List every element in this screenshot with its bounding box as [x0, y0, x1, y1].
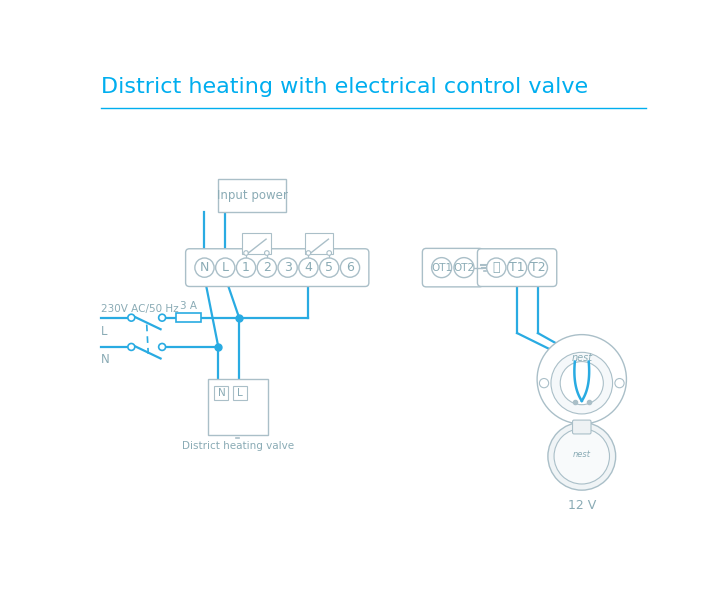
Text: L: L — [222, 261, 229, 274]
FancyBboxPatch shape — [186, 249, 369, 286]
Circle shape — [306, 251, 311, 255]
FancyBboxPatch shape — [572, 420, 591, 434]
Text: District heating valve: District heating valve — [182, 441, 294, 451]
Circle shape — [264, 251, 269, 255]
Text: 3: 3 — [284, 261, 292, 274]
FancyBboxPatch shape — [208, 380, 269, 435]
FancyBboxPatch shape — [176, 313, 201, 323]
Text: T2: T2 — [530, 261, 546, 274]
Circle shape — [298, 258, 318, 277]
Text: 230V AC/50 Hz: 230V AC/50 Hz — [100, 304, 178, 314]
Circle shape — [615, 378, 624, 388]
Text: District heating with electrical control valve: District heating with electrical control… — [100, 77, 587, 97]
Text: N: N — [199, 261, 209, 274]
Circle shape — [244, 251, 248, 255]
Circle shape — [327, 251, 331, 255]
Text: L: L — [237, 388, 242, 398]
FancyBboxPatch shape — [304, 233, 333, 254]
Text: N: N — [100, 353, 109, 366]
Circle shape — [128, 314, 135, 321]
Circle shape — [257, 258, 277, 277]
Circle shape — [548, 422, 616, 490]
Circle shape — [341, 258, 360, 277]
Text: N: N — [218, 388, 225, 398]
FancyBboxPatch shape — [242, 233, 271, 254]
Circle shape — [128, 343, 135, 350]
Circle shape — [487, 258, 506, 277]
Text: nest: nest — [573, 450, 590, 459]
Circle shape — [551, 352, 612, 414]
Text: 2: 2 — [263, 261, 271, 274]
Text: OT2: OT2 — [454, 263, 475, 273]
Circle shape — [432, 258, 451, 277]
Circle shape — [195, 258, 214, 277]
Text: OT1: OT1 — [431, 263, 452, 273]
Circle shape — [237, 258, 256, 277]
Circle shape — [529, 258, 547, 277]
Text: 12 V: 12 V — [568, 500, 596, 513]
Text: 1: 1 — [242, 261, 250, 274]
Circle shape — [278, 258, 297, 277]
Circle shape — [454, 258, 474, 277]
FancyBboxPatch shape — [233, 386, 247, 400]
Circle shape — [159, 314, 165, 321]
Circle shape — [539, 378, 549, 388]
FancyBboxPatch shape — [478, 249, 557, 286]
FancyBboxPatch shape — [218, 179, 286, 212]
Circle shape — [320, 258, 339, 277]
Text: 3 A: 3 A — [180, 301, 197, 311]
Circle shape — [215, 258, 235, 277]
Circle shape — [159, 343, 165, 350]
Circle shape — [507, 258, 527, 277]
Circle shape — [561, 362, 604, 405]
Circle shape — [554, 428, 609, 484]
Text: ⏚: ⏚ — [493, 261, 500, 274]
Text: nest: nest — [571, 353, 593, 363]
Text: L: L — [100, 326, 107, 339]
Circle shape — [537, 334, 626, 424]
Text: Input power: Input power — [217, 189, 288, 202]
Text: 5: 5 — [325, 261, 333, 274]
Text: T1: T1 — [510, 261, 525, 274]
Text: 4: 4 — [304, 261, 312, 274]
Text: 6: 6 — [346, 261, 354, 274]
FancyBboxPatch shape — [422, 248, 483, 287]
FancyBboxPatch shape — [215, 386, 229, 400]
